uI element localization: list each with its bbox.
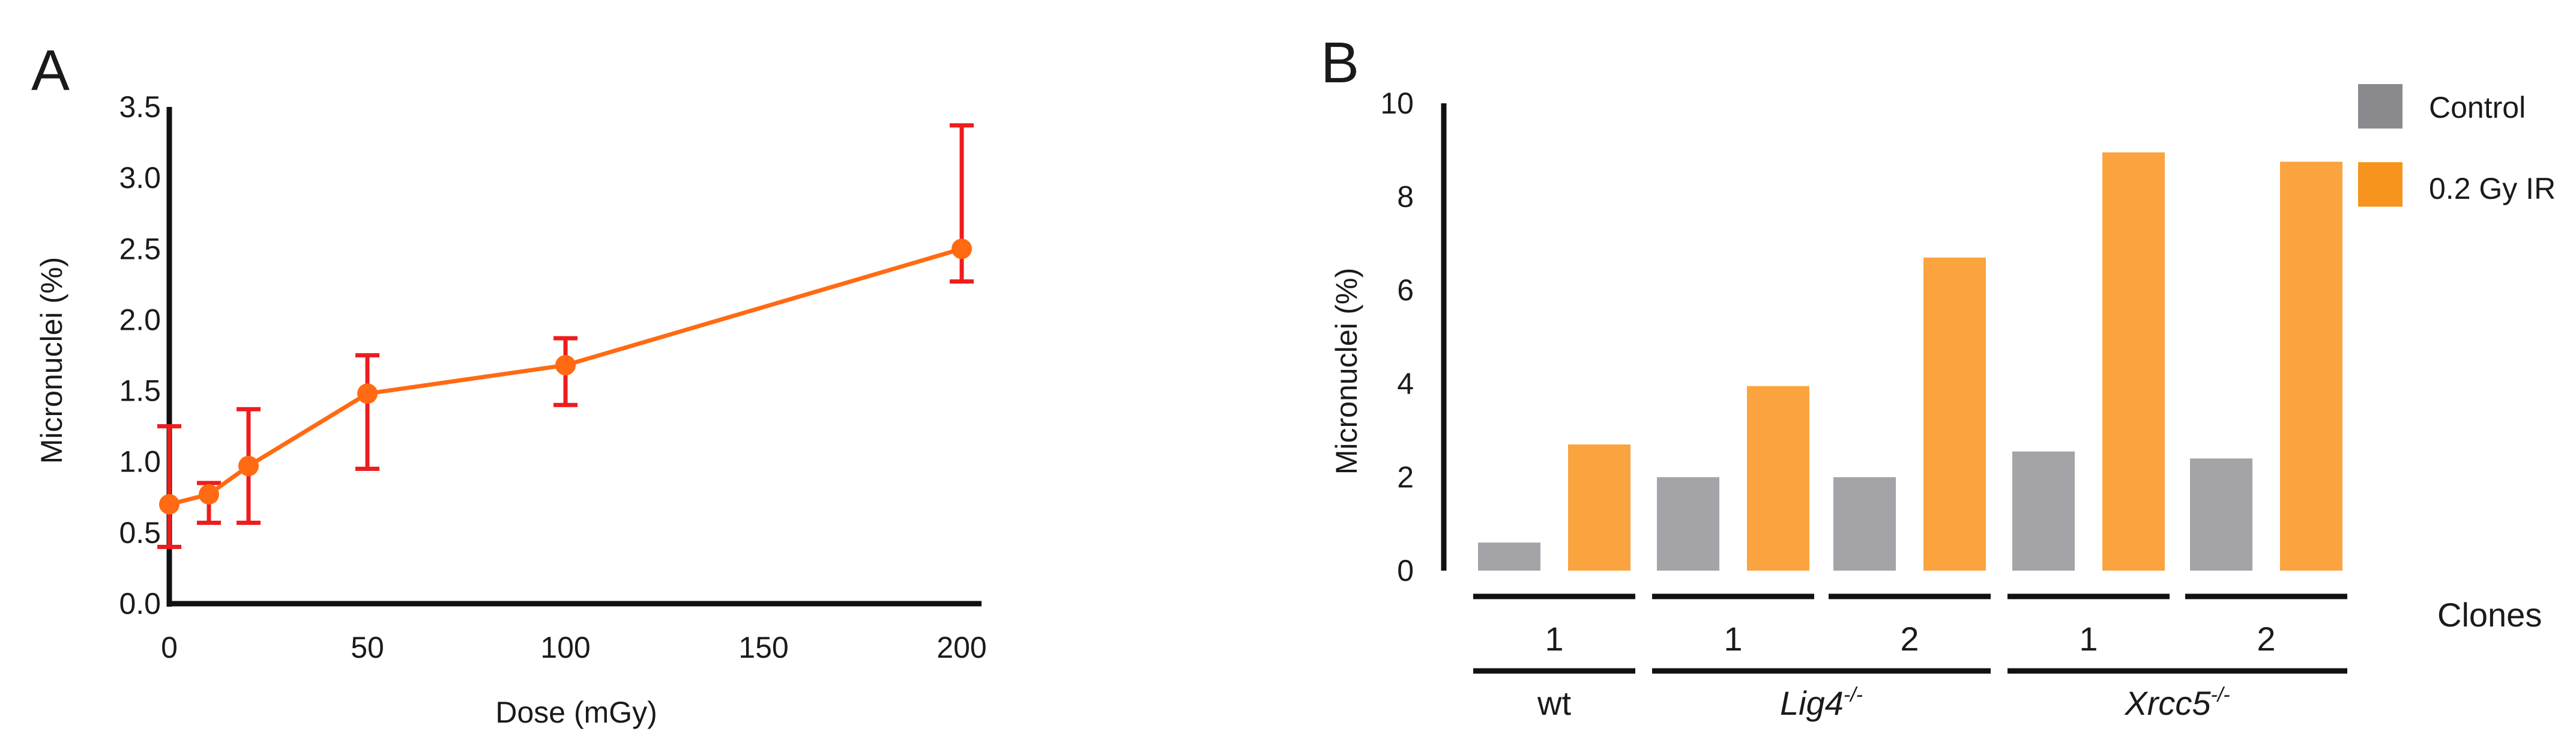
panel-a-line-chart: A Micronuclei (%) Dose (mGy) 0.0 0.5 1.0 1.… xyxy=(31,38,987,729)
panel-a-y-axis-title: Micronuclei (%) xyxy=(35,257,68,464)
data-point xyxy=(238,455,259,476)
panel-b-bar-chart: B Micronuclei (%) 0 2 4 6 8 10 1 1 2 1 2 wt Lig4-/-… xyxy=(1321,31,2556,722)
legend-label-0-2-gy-ir: 0.2 Gy IR xyxy=(2429,172,2556,205)
panel-a-x-tick-label: 100 xyxy=(540,631,590,664)
data-point xyxy=(199,484,219,505)
panel-a-y-tick-label: 1.0 xyxy=(119,445,161,479)
group-label: wt xyxy=(1537,684,1571,722)
clone-label: 2 xyxy=(1900,620,1919,658)
legend-label-control: Control xyxy=(2429,91,2526,124)
legend-swatch-0-2-gy-ir xyxy=(2358,162,2403,207)
panel-b-y-tick-label: 8 xyxy=(1397,180,1414,214)
data-point xyxy=(357,383,378,404)
panel-b-y-tick-label: 4 xyxy=(1397,367,1414,401)
panel-b-legend: Control 0.2 Gy IR xyxy=(2358,84,2556,207)
panel-b-bars xyxy=(1478,152,2342,571)
panel-a-axes xyxy=(166,107,982,607)
panel-a-y-tick-label: 0.0 xyxy=(119,587,161,620)
bar-control xyxy=(1657,477,1719,571)
bar-control xyxy=(1478,542,1540,571)
panel-a-error-bars xyxy=(157,123,974,549)
clone-label: 2 xyxy=(2257,620,2275,658)
panel-b-group-annotations: 1 1 2 1 2 wt Lig4-/- Xrcc5-/- xyxy=(1473,593,2347,722)
bar-0-2-gy-ir xyxy=(2280,162,2342,571)
bar-0-2-gy-ir xyxy=(1747,386,1809,571)
bar-control xyxy=(1833,477,1896,571)
panel-a-y-ticks: 0.0 0.5 1.0 1.5 2.0 2.5 3.0 3.5 xyxy=(119,90,161,620)
group-label: Lig4-/- xyxy=(1780,684,1863,722)
bar-control xyxy=(2012,451,2075,571)
panel-a-y-tick-label: 2.5 xyxy=(119,232,161,265)
clone-label: 1 xyxy=(1724,620,1742,658)
panel-b-y-ticks: 0 2 4 6 8 10 xyxy=(1380,86,1414,587)
panel-a-y-tick-label: 2.0 xyxy=(119,303,161,336)
panel-b-y-tick-label: 6 xyxy=(1397,273,1414,307)
panel-b-letter: B xyxy=(1321,31,1359,95)
bar-control xyxy=(2190,458,2252,571)
legend-swatch-control xyxy=(2358,84,2403,129)
panel-a-x-ticks: 0 50 100 150 200 xyxy=(161,631,987,664)
bar-0-2-gy-ir xyxy=(1923,257,1986,571)
panel-b-y-axis-title: Micronuclei (%) xyxy=(1330,268,1363,475)
panel-a-letter: A xyxy=(31,38,70,103)
panel-b-y-tick-label: 0 xyxy=(1397,554,1414,587)
group-label: Xrcc5-/- xyxy=(2123,684,2230,722)
panel-b-y-tick-label: 10 xyxy=(1380,86,1414,120)
panel-a-points xyxy=(159,238,972,515)
bar-0-2-gy-ir xyxy=(2102,152,2165,571)
bar-0-2-gy-ir xyxy=(1568,444,1630,571)
clone-label: 1 xyxy=(2079,620,2098,658)
data-point xyxy=(159,494,179,515)
data-point xyxy=(952,238,972,259)
panel-b-clones-label: Clones xyxy=(2437,596,2542,634)
clone-label: 1 xyxy=(1545,620,1563,658)
panel-a-y-tick-label: 3.5 xyxy=(119,90,161,124)
panel-a-y-tick-label: 1.5 xyxy=(119,374,161,408)
panel-b-y-tick-label: 2 xyxy=(1397,460,1414,494)
panel-a-x-tick-label: 200 xyxy=(937,631,986,664)
panel-a-x-tick-label: 150 xyxy=(738,631,788,664)
panel-a-x-tick-label: 50 xyxy=(351,631,384,664)
panel-a-y-tick-label: 3.0 xyxy=(119,161,161,195)
panel-a-x-axis-title: Dose (mGy) xyxy=(495,696,657,729)
panel-a-x-tick-label: 0 xyxy=(161,631,178,664)
data-point xyxy=(555,355,576,376)
panel-a-y-tick-label: 0.5 xyxy=(119,516,161,550)
